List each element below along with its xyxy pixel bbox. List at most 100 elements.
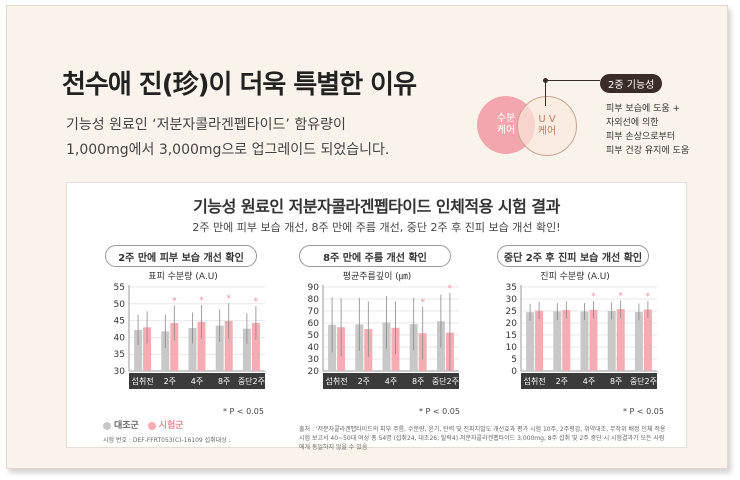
chart-ylabel: 진피 수분량 (A.U) xyxy=(540,272,610,282)
significance-star: * xyxy=(618,291,623,301)
legend-test-label: 시험군 xyxy=(158,421,184,431)
page-frame: 천수애 진(珍)이 더욱 특별한 이유 기능성 원료인 ‘저분자콜라겐펩타이드’… xyxy=(6,5,728,469)
y-tick-label: 10 xyxy=(506,343,518,353)
uv-care-circle: U V 케어 xyxy=(517,96,577,156)
significance-star: * xyxy=(420,298,425,308)
chart-svg: 30 35 40 45 50 55 섭취전 2주 * 4주 * 8주 * 중단2주 * xyxy=(114,283,265,389)
y-tick-label: 15 xyxy=(506,331,517,341)
chart-ylabel: 표피 수분량 (A.U) xyxy=(148,272,218,282)
y-tick-label: 25 xyxy=(506,307,517,317)
category-strip xyxy=(323,373,459,389)
significance-star: * xyxy=(448,284,453,294)
bar-test xyxy=(143,327,152,371)
x-tick-label: 8주 xyxy=(412,377,424,386)
x-tick-label: 섭취전 xyxy=(326,376,348,386)
y-tick-label: 20 xyxy=(506,319,518,329)
y-tick-label: 30 xyxy=(506,295,518,305)
chart-legend: 대조군 시험군 xyxy=(103,418,190,431)
x-tick-label: 8주 xyxy=(610,377,622,386)
intro-line-2: 1,000mg에서 3,000mg으로 업그레이드 되었습니다. xyxy=(66,142,390,158)
page-title: 천수애 진(珍)이 더욱 특별한 이유 xyxy=(62,70,417,100)
desc-line: 피부 건강 유지에 도움 xyxy=(606,146,690,156)
y-tick-label: 35 xyxy=(506,283,517,293)
y-tick-label: 40 xyxy=(114,333,126,343)
y-tick-label: 50 xyxy=(308,331,320,341)
chart-title: 2주 만에 피부 보습 개선 확인 xyxy=(105,245,257,267)
venn-diagram: 수분 케어 U V 케어 xyxy=(477,94,597,156)
bar-control xyxy=(580,311,589,371)
legend-control-label: 대조군 xyxy=(114,421,139,431)
bar-control xyxy=(553,311,562,371)
dual-function-desc: 피부 보습에 도움 + 자외선에 의한 피부 손상으로부터 피부 건강 유지에 … xyxy=(606,102,716,158)
y-tick-label: 0 xyxy=(511,367,517,377)
source-note: 출처 : '저분자콜라겐펩타이드의 피부 주름, 수분량, 윤기, 탄력 및 진… xyxy=(299,426,666,451)
x-tick-label: 4주 xyxy=(583,377,595,386)
bar-control xyxy=(242,328,251,371)
legend-control-swatch xyxy=(103,421,111,430)
y-tick-label: 40 xyxy=(308,343,320,353)
x-tick-label: 8주 xyxy=(218,377,230,386)
y-tick-label: 60 xyxy=(308,319,320,329)
y-tick-label: 30 xyxy=(308,355,320,365)
legend-test-swatch xyxy=(147,421,156,430)
y-tick-label: 50 xyxy=(114,300,126,310)
y-tick-label: 45 xyxy=(114,317,125,327)
significance-star: * xyxy=(591,292,596,302)
x-tick-label: 중단2주 xyxy=(432,376,459,386)
legend-control: 대조군 xyxy=(103,418,139,431)
chart-svg: 20 30 40 50 60 70 80 90 섭취전 2주 4주 8주 * 중단2주 * xyxy=(308,283,459,389)
bar-test xyxy=(643,309,652,371)
bar-control xyxy=(526,312,535,371)
significance-star: * xyxy=(199,296,204,306)
bar-test xyxy=(616,309,625,371)
bar-test xyxy=(251,322,260,371)
chart-title: 8주 만에 주름 개선 확인 xyxy=(299,245,451,267)
test-number: 시험 번호 : DEF-FFRT053(C)-16109 섭취대상 : xyxy=(103,437,231,444)
bar-test xyxy=(562,310,571,371)
panel-subtitle: 2주 만에 피부 보습 개선, 8주 만에 주름 개선, 중단 2주 후 진피 … xyxy=(192,221,561,234)
y-tick-label: 30 xyxy=(114,367,126,377)
p-value-note: * P < 0.05 xyxy=(623,407,664,416)
x-tick-label: 섭취전 xyxy=(132,376,154,386)
significance-star: * xyxy=(172,296,177,306)
bar-test xyxy=(224,320,233,371)
moisture-care-label: 수분 케어 xyxy=(496,113,516,136)
uv-care-label: U V 케어 xyxy=(537,114,557,137)
dual-function-badge: 2중 기능성 xyxy=(600,74,663,93)
category-strip xyxy=(521,373,657,389)
y-tick-label: 80 xyxy=(308,295,320,305)
y-tick-label: 55 xyxy=(114,283,125,293)
bar-control xyxy=(134,330,143,371)
x-tick-label: 섭취전 xyxy=(524,376,546,386)
bar-test xyxy=(197,321,206,371)
category-strip xyxy=(129,373,265,389)
significance-star: * xyxy=(254,297,259,307)
chart-dermis: 중단 2주 후 진피 보습 개선 확인 진피 수분량 (A.U) 0 5 10 15 2… xyxy=(495,243,695,413)
results-panel: 기능성 원료인 저분자콜라겐펩타이드 인체적용 시험 결과 2주 만에 피부 보… xyxy=(66,182,687,451)
callout-line xyxy=(545,82,546,106)
x-tick-label: 2주 xyxy=(556,377,568,386)
x-tick-label: 2주 xyxy=(358,377,370,386)
callout-dot xyxy=(543,78,548,83)
bar-control xyxy=(188,327,197,371)
bar-control xyxy=(161,331,170,371)
y-tick-label: 70 xyxy=(308,307,320,317)
desc-line: 자외선에 의한 xyxy=(606,118,659,128)
y-tick-label: 5 xyxy=(511,355,517,365)
chart-epidermis: 2주 만에 피부 보습 개선 확인 표피 수분량 (A.U) 30 35 40 45 5… xyxy=(103,243,303,413)
panel-title: 기능성 원료인 저분자콜라겐펩타이드 인체적용 시험 결과 xyxy=(193,197,560,216)
desc-line: 피부 보습에 도움 + xyxy=(606,104,681,114)
bar-control xyxy=(607,311,616,371)
bar-control xyxy=(634,311,643,371)
chart-ylabel: 평균주름깊이 (㎛) xyxy=(342,272,412,282)
desc-line: 피부 손상으로부터 xyxy=(606,132,676,142)
legend-test: 시험군 xyxy=(147,418,184,431)
bar-test xyxy=(535,310,544,371)
x-tick-label: 4주 xyxy=(191,377,203,386)
y-tick-label: 90 xyxy=(308,283,320,293)
bar-test xyxy=(589,309,598,371)
chart-title: 중단 2주 후 진피 보습 개선 확인 xyxy=(497,245,649,267)
y-tick-label: 35 xyxy=(114,350,125,360)
p-value-note: * P < 0.05 xyxy=(223,407,264,416)
x-tick-label: 중단2주 xyxy=(630,376,657,386)
